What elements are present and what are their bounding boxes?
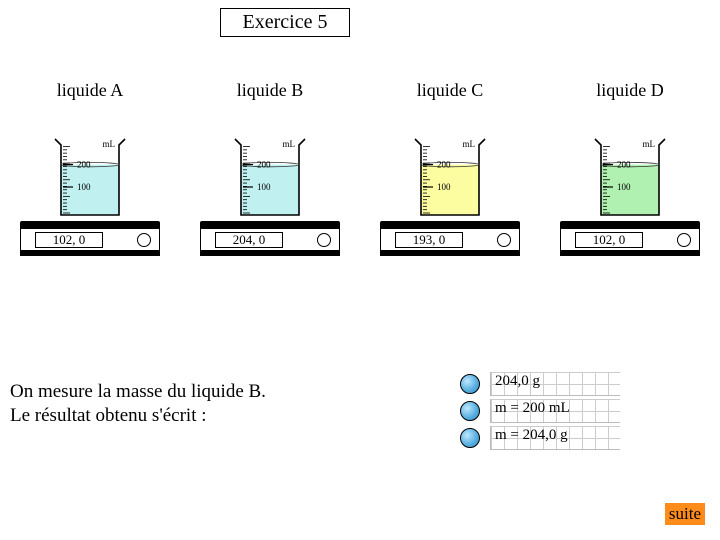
liquid-label: liquide A — [57, 80, 124, 101]
answer-handwriting: m = 204,0 g — [490, 426, 620, 450]
svg-text:mL: mL — [103, 139, 116, 149]
balance-body: 204, 0 — [200, 229, 340, 251]
balance-knob — [497, 233, 511, 247]
liquid-label: liquide B — [237, 80, 304, 101]
balance-plate — [560, 221, 700, 229]
answer-handwriting: m = 200 mL — [490, 399, 620, 423]
exercise-title: Exercice 5 — [220, 8, 350, 37]
beaker-row: liquide A 200 100 mL 102, 0 liquide B 200… — [0, 80, 720, 256]
answer-radio[interactable] — [460, 428, 480, 448]
beaker-col: liquide B 200 100 mL 204, 0 — [190, 80, 350, 256]
answer-text: 204,0 g — [495, 373, 540, 390]
balance: 193, 0 — [380, 221, 520, 256]
svg-text:200: 200 — [257, 160, 271, 170]
beaker-icon: 200 100 mL — [409, 131, 491, 221]
beaker-icon: 200 100 mL — [589, 131, 671, 221]
mass-display: 193, 0 — [395, 232, 463, 248]
answer-row: m = 204,0 g — [460, 426, 680, 450]
suite-button[interactable]: suite — [665, 503, 705, 525]
balance-plate — [20, 221, 160, 229]
answer-radio[interactable] — [460, 374, 480, 394]
balance-knob — [317, 233, 331, 247]
balance-body: 102, 0 — [560, 229, 700, 251]
answer-text: m = 204,0 g — [495, 427, 568, 444]
svg-text:mL: mL — [643, 139, 656, 149]
balance-knob — [677, 233, 691, 247]
balance: 102, 0 — [20, 221, 160, 256]
answer-row: m = 200 mL — [460, 399, 680, 423]
answer-radio[interactable] — [460, 401, 480, 421]
question-text: On mesure la masse du liquide B. Le résu… — [10, 380, 350, 428]
svg-text:200: 200 — [77, 160, 91, 170]
balance-knob — [137, 233, 151, 247]
balance-foot — [560, 251, 700, 256]
svg-text:100: 100 — [257, 182, 271, 192]
liquid-label: liquide C — [417, 80, 484, 101]
svg-text:100: 100 — [437, 182, 451, 192]
svg-text:mL: mL — [283, 139, 296, 149]
answer-text: m = 200 mL — [495, 400, 570, 417]
beaker-icon: 200 100 mL — [49, 131, 131, 221]
svg-text:100: 100 — [617, 182, 631, 192]
liquid-label: liquide D — [596, 80, 664, 101]
answer-row: 204,0 g — [460, 372, 680, 396]
answer-list: 204,0 g m = 200 mL m = 204,0 g — [460, 372, 680, 453]
question-line2: Le résultat obtenu s'écrit : — [10, 405, 207, 426]
beaker-col: liquide C 200 100 mL 193, 0 — [370, 80, 530, 256]
balance-body: 102, 0 — [20, 229, 160, 251]
balance-plate — [200, 221, 340, 229]
mass-display: 102, 0 — [575, 232, 643, 248]
balance: 102, 0 — [560, 221, 700, 256]
balance-foot — [20, 251, 160, 256]
question-line1: On mesure la masse du liquide B. — [10, 381, 266, 402]
beaker-col: liquide D 200 100 mL 102, 0 — [550, 80, 710, 256]
balance-body: 193, 0 — [380, 229, 520, 251]
answer-handwriting: 204,0 g — [490, 372, 620, 396]
svg-text:mL: mL — [463, 139, 476, 149]
svg-text:200: 200 — [617, 160, 631, 170]
balance-plate — [380, 221, 520, 229]
mass-display: 204, 0 — [215, 232, 283, 248]
balance: 204, 0 — [200, 221, 340, 256]
beaker-col: liquide A 200 100 mL 102, 0 — [10, 80, 170, 256]
svg-text:200: 200 — [437, 160, 451, 170]
balance-foot — [380, 251, 520, 256]
svg-text:100: 100 — [77, 182, 91, 192]
beaker-icon: 200 100 mL — [229, 131, 311, 221]
balance-foot — [200, 251, 340, 256]
mass-display: 102, 0 — [35, 232, 103, 248]
